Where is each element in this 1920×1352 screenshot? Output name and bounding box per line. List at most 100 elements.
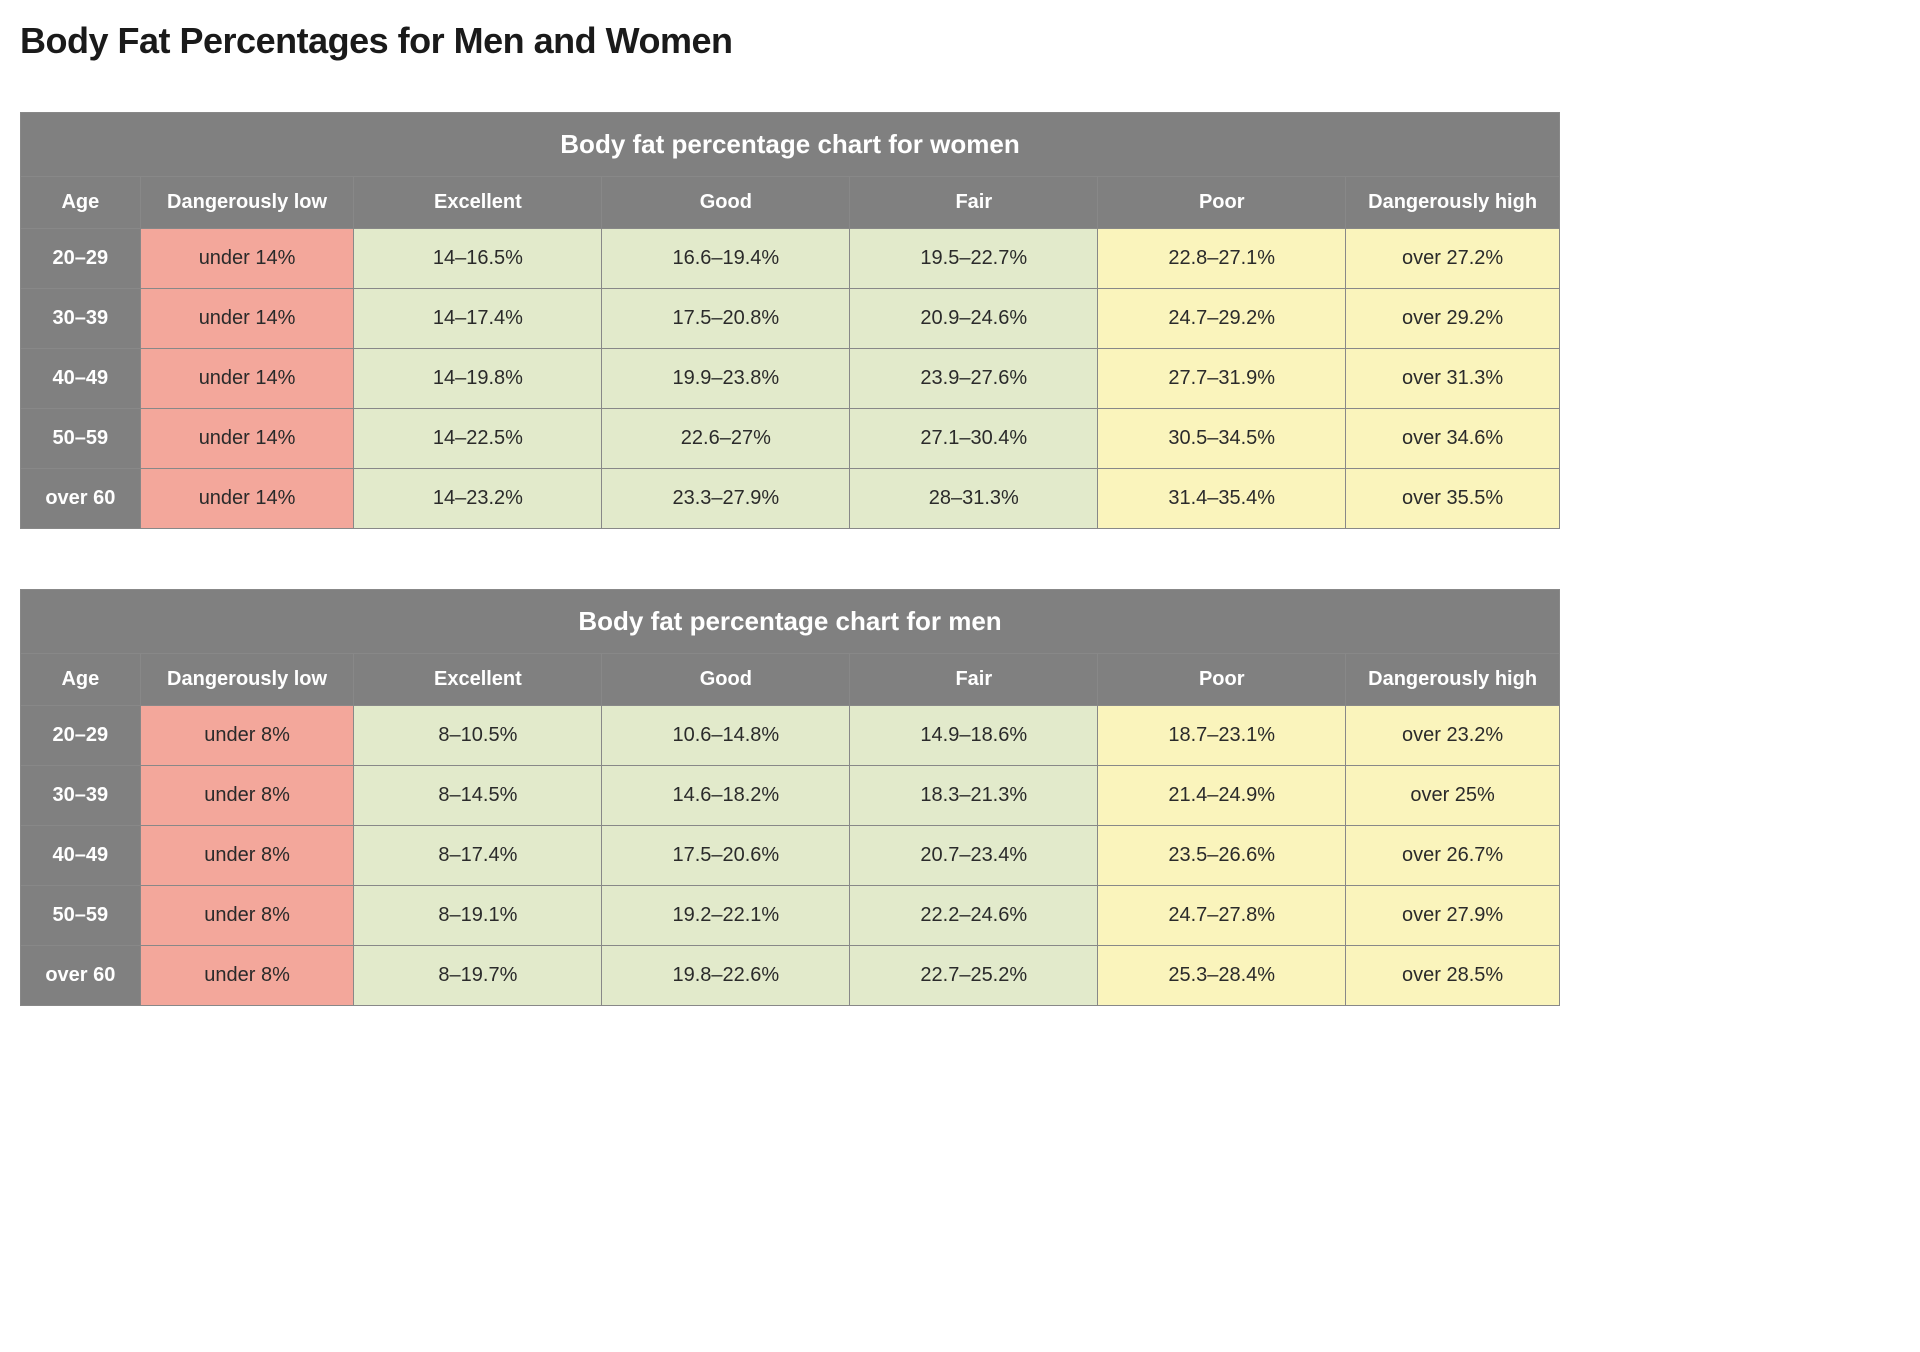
row-header-age: 20–29: [21, 229, 141, 289]
col-header-excellent: Excellent: [354, 654, 602, 706]
table-row: 50–59under 14%14–22.5%22.6–27%27.1–30.4%…: [21, 409, 1560, 469]
col-header-dangerously-high: Dangerously high: [1346, 177, 1560, 229]
data-cell: 23.5–26.6%: [1098, 826, 1346, 886]
data-cell: 27.1–30.4%: [850, 409, 1098, 469]
data-cell: 8–14.5%: [354, 766, 602, 826]
data-cell: under 14%: [140, 229, 354, 289]
data-cell: under 8%: [140, 946, 354, 1006]
data-cell: 25.3–28.4%: [1098, 946, 1346, 1006]
col-header-poor: Poor: [1098, 177, 1346, 229]
col-header-dangerously-low: Dangerously low: [140, 177, 354, 229]
data-cell: 24.7–27.8%: [1098, 886, 1346, 946]
data-cell: over 23.2%: [1346, 706, 1560, 766]
row-header-age: 40–49: [21, 826, 141, 886]
data-cell: 14–17.4%: [354, 289, 602, 349]
men-chart-table: Body fat percentage chart for men Age Da…: [20, 589, 1560, 1006]
row-header-age: over 60: [21, 946, 141, 1006]
col-header-good: Good: [602, 177, 850, 229]
data-cell: 14–16.5%: [354, 229, 602, 289]
data-cell: 17.5–20.8%: [602, 289, 850, 349]
data-cell: under 8%: [140, 706, 354, 766]
col-header-age: Age: [21, 654, 141, 706]
row-header-age: 50–59: [21, 409, 141, 469]
row-header-age: 20–29: [21, 706, 141, 766]
data-cell: over 35.5%: [1346, 469, 1560, 529]
data-cell: 14.6–18.2%: [602, 766, 850, 826]
table-row: 30–39under 8%8–14.5%14.6–18.2%18.3–21.3%…: [21, 766, 1560, 826]
data-cell: under 14%: [140, 349, 354, 409]
page-title: Body Fat Percentages for Men and Women: [20, 20, 1900, 62]
data-cell: 21.4–24.9%: [1098, 766, 1346, 826]
data-cell: 19.8–22.6%: [602, 946, 850, 1006]
col-header-fair: Fair: [850, 654, 1098, 706]
data-cell: over 27.2%: [1346, 229, 1560, 289]
data-cell: under 8%: [140, 766, 354, 826]
data-cell: under 14%: [140, 409, 354, 469]
data-cell: over 27.9%: [1346, 886, 1560, 946]
chart-title-men: Body fat percentage chart for men: [21, 590, 1560, 654]
table-header-row: Age Dangerously low Excellent Good Fair …: [21, 177, 1560, 229]
row-header-age: 50–59: [21, 886, 141, 946]
row-header-age: 30–39: [21, 289, 141, 349]
data-cell: 14–23.2%: [354, 469, 602, 529]
data-cell: 23.9–27.6%: [850, 349, 1098, 409]
women-table-body: 20–29under 14%14–16.5%16.6–19.4%19.5–22.…: [21, 229, 1560, 529]
data-cell: 30.5–34.5%: [1098, 409, 1346, 469]
col-header-good: Good: [602, 654, 850, 706]
data-cell: 17.5–20.6%: [602, 826, 850, 886]
table-row: 20–29under 8%8–10.5%10.6–14.8%14.9–18.6%…: [21, 706, 1560, 766]
data-cell: 14–19.8%: [354, 349, 602, 409]
data-cell: over 28.5%: [1346, 946, 1560, 1006]
data-cell: over 31.3%: [1346, 349, 1560, 409]
data-cell: 31.4–35.4%: [1098, 469, 1346, 529]
data-cell: over 26.7%: [1346, 826, 1560, 886]
data-cell: 16.6–19.4%: [602, 229, 850, 289]
data-cell: over 29.2%: [1346, 289, 1560, 349]
col-header-dangerously-high: Dangerously high: [1346, 654, 1560, 706]
data-cell: 28–31.3%: [850, 469, 1098, 529]
chart-title-women: Body fat percentage chart for women: [21, 113, 1560, 177]
col-header-dangerously-low: Dangerously low: [140, 654, 354, 706]
women-chart-table: Body fat percentage chart for women Age …: [20, 112, 1560, 529]
data-cell: over 25%: [1346, 766, 1560, 826]
data-cell: 10.6–14.8%: [602, 706, 850, 766]
table-title-row: Body fat percentage chart for women: [21, 113, 1560, 177]
table-row: 20–29under 14%14–16.5%16.6–19.4%19.5–22.…: [21, 229, 1560, 289]
data-cell: 18.7–23.1%: [1098, 706, 1346, 766]
col-header-poor: Poor: [1098, 654, 1346, 706]
data-cell: over 34.6%: [1346, 409, 1560, 469]
row-header-age: 40–49: [21, 349, 141, 409]
col-header-fair: Fair: [850, 177, 1098, 229]
data-cell: 8–19.7%: [354, 946, 602, 1006]
table-header-row: Age Dangerously low Excellent Good Fair …: [21, 654, 1560, 706]
data-cell: 19.9–23.8%: [602, 349, 850, 409]
col-header-excellent: Excellent: [354, 177, 602, 229]
data-cell: 14–22.5%: [354, 409, 602, 469]
data-cell: 23.3–27.9%: [602, 469, 850, 529]
table-row: 40–49under 8%8–17.4%17.5–20.6%20.7–23.4%…: [21, 826, 1560, 886]
data-cell: 22.8–27.1%: [1098, 229, 1346, 289]
data-cell: 19.2–22.1%: [602, 886, 850, 946]
data-cell: 22.2–24.6%: [850, 886, 1098, 946]
data-cell: 27.7–31.9%: [1098, 349, 1346, 409]
table-title-row: Body fat percentage chart for men: [21, 590, 1560, 654]
data-cell: 8–17.4%: [354, 826, 602, 886]
table-row: over 60under 8%8–19.7%19.8–22.6%22.7–25.…: [21, 946, 1560, 1006]
data-cell: under 8%: [140, 886, 354, 946]
data-cell: 8–10.5%: [354, 706, 602, 766]
data-cell: under 14%: [140, 469, 354, 529]
row-header-age: 30–39: [21, 766, 141, 826]
data-cell: under 8%: [140, 826, 354, 886]
men-table-body: 20–29under 8%8–10.5%10.6–14.8%14.9–18.6%…: [21, 706, 1560, 1006]
data-cell: 20.7–23.4%: [850, 826, 1098, 886]
data-cell: under 14%: [140, 289, 354, 349]
data-cell: 22.6–27%: [602, 409, 850, 469]
table-row: over 60under 14%14–23.2%23.3–27.9%28–31.…: [21, 469, 1560, 529]
row-header-age: over 60: [21, 469, 141, 529]
data-cell: 19.5–22.7%: [850, 229, 1098, 289]
data-cell: 22.7–25.2%: [850, 946, 1098, 1006]
table-row: 50–59under 8%8–19.1%19.2–22.1%22.2–24.6%…: [21, 886, 1560, 946]
table-row: 30–39under 14%14–17.4%17.5–20.8%20.9–24.…: [21, 289, 1560, 349]
col-header-age: Age: [21, 177, 141, 229]
table-row: 40–49under 14%14–19.8%19.9–23.8%23.9–27.…: [21, 349, 1560, 409]
